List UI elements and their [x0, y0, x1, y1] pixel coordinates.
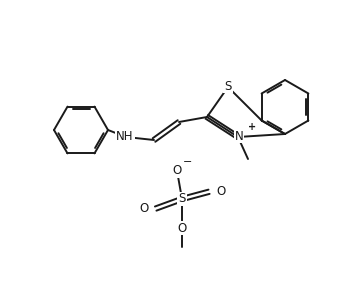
- Text: O: O: [173, 164, 182, 177]
- Text: NH: NH: [116, 130, 134, 143]
- Text: −: −: [182, 158, 192, 167]
- Text: +: +: [248, 122, 256, 132]
- Text: O: O: [216, 185, 226, 198]
- Text: S: S: [224, 79, 232, 92]
- Text: N: N: [235, 129, 243, 142]
- Text: S: S: [178, 192, 186, 205]
- Text: O: O: [139, 202, 148, 215]
- Text: O: O: [177, 221, 187, 234]
